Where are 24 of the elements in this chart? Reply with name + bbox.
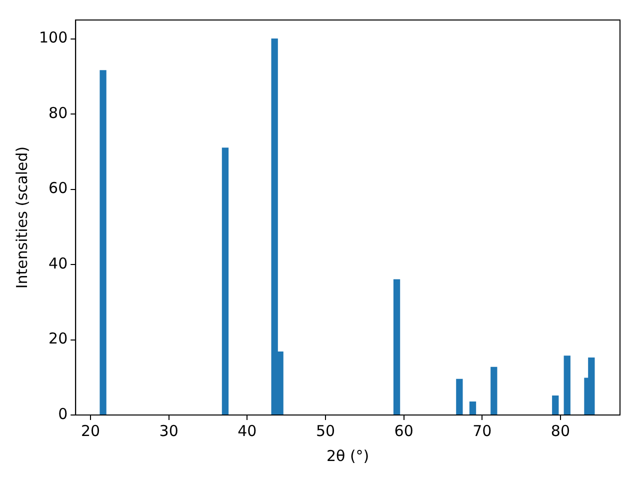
x-tick-label: 50 — [316, 422, 336, 440]
y-tick-label: 100 — [38, 28, 68, 47]
bar — [490, 366, 498, 415]
bar — [552, 395, 559, 415]
y-axis-title: Intensities (scaled) — [12, 146, 31, 289]
x-tick-label: 60 — [394, 422, 414, 440]
y-tick-label: 20 — [48, 330, 68, 348]
x-tick-label: 40 — [238, 422, 257, 440]
bar — [588, 357, 595, 415]
bar — [222, 148, 229, 415]
y-tick-label: 80 — [48, 104, 68, 122]
x-tick-label: 30 — [159, 422, 178, 440]
bar — [393, 279, 400, 415]
x-axis-title: 2θ (°) — [326, 446, 370, 465]
y-tick-label: 60 — [48, 179, 68, 198]
x-tick-label: 80 — [550, 422, 570, 440]
x-tick-label: 70 — [472, 422, 492, 440]
bar — [469, 402, 476, 415]
bar — [100, 70, 106, 415]
y-tick-label: 40 — [48, 254, 68, 272]
y-tick-label: 0 — [58, 404, 68, 423]
x-tick-label: 20 — [80, 422, 100, 440]
bar — [564, 356, 570, 415]
bar — [456, 378, 463, 415]
